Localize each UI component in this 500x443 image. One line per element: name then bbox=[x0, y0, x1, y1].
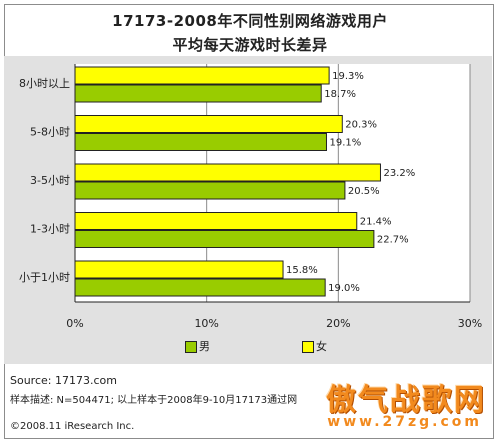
chart-title-line1: 17173-2008年不同性别网络游戏用户 bbox=[112, 12, 388, 30]
data-label: 20.5% bbox=[348, 186, 380, 197]
bar-male bbox=[74, 84, 322, 103]
bar-female bbox=[74, 66, 330, 85]
category-label: 3-5小时 bbox=[30, 174, 70, 187]
category-label: 8小时以上 bbox=[19, 77, 70, 90]
legend-swatch-female bbox=[302, 341, 314, 353]
sample-description: 样本描述: N=504471; 以上样本于2008年9-10月17173通过网 bbox=[10, 395, 298, 406]
legend-label-female: 女 bbox=[316, 340, 327, 353]
watermark-url: www.27zg.com bbox=[327, 414, 482, 430]
x-tick-label: 10% bbox=[194, 317, 218, 330]
copyright-text: ©2008.11 iResearch Inc. bbox=[10, 421, 135, 432]
data-label: 23.2% bbox=[383, 168, 415, 179]
data-label: 15.8% bbox=[286, 265, 318, 276]
bar-male bbox=[74, 133, 327, 151]
category-label: 5-8小时 bbox=[30, 126, 70, 139]
bar-female bbox=[74, 163, 381, 182]
data-label: 19.1% bbox=[329, 138, 361, 149]
legend-swatch-male bbox=[185, 341, 197, 353]
chart-title-line2: 平均每天游戏时长差异 bbox=[172, 36, 328, 54]
bar-female bbox=[74, 115, 343, 133]
bar-male bbox=[74, 278, 326, 297]
category-label: 小于1小时 bbox=[19, 271, 70, 284]
bar-female bbox=[74, 212, 358, 230]
source-text: Source: 17173.com bbox=[10, 374, 117, 387]
bar-male bbox=[74, 230, 375, 248]
bar-male bbox=[74, 181, 346, 200]
data-label: 18.7% bbox=[324, 89, 356, 100]
data-label: 19.0% bbox=[328, 283, 360, 294]
legend-label-male: 男 bbox=[199, 340, 210, 353]
x-tick-label: 30% bbox=[458, 317, 482, 330]
watermark-logo: 傲气战歌网 bbox=[326, 383, 486, 418]
x-tick-label: 0% bbox=[66, 317, 83, 330]
category-label: 1-3小时 bbox=[30, 223, 70, 236]
data-label: 22.7% bbox=[377, 235, 409, 246]
data-label: 19.3% bbox=[332, 71, 364, 82]
x-tick-label: 20% bbox=[326, 317, 350, 330]
data-label: 21.4% bbox=[360, 217, 392, 228]
bar-female bbox=[74, 260, 284, 279]
data-label: 20.3% bbox=[345, 120, 377, 131]
